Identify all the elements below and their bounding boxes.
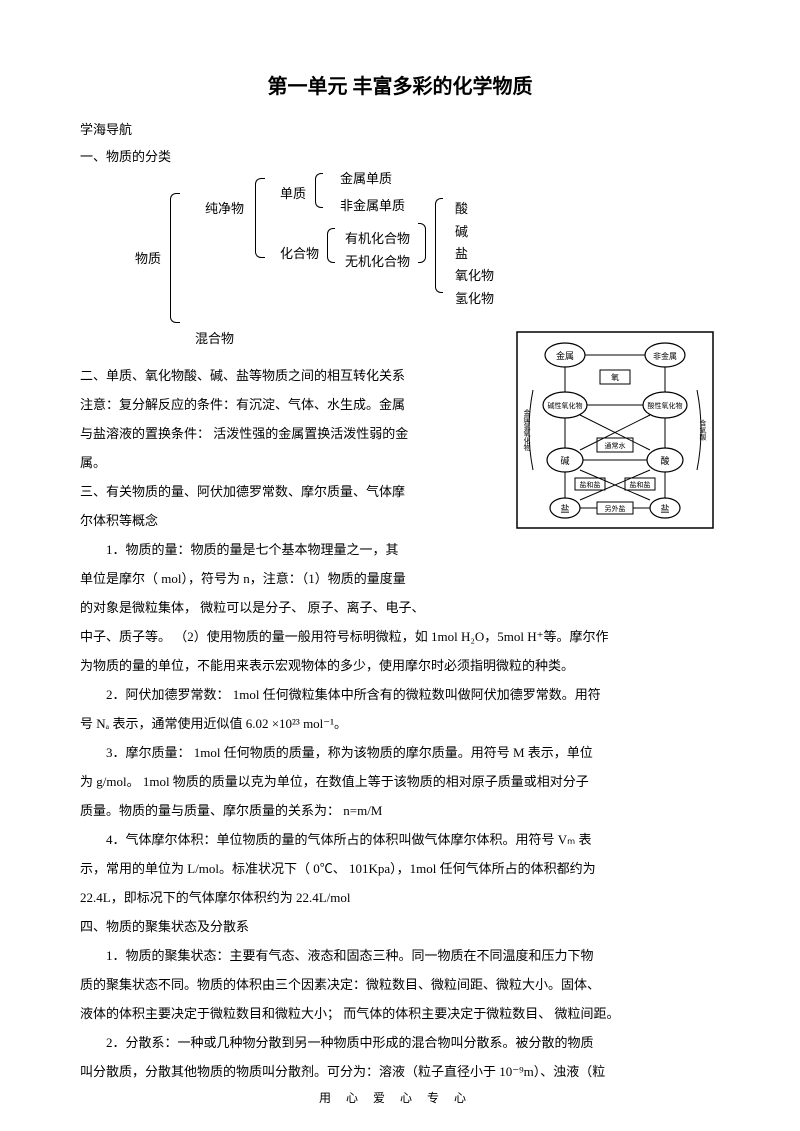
p3-3b: 为 g/mol。 1mol 物质的质量以克为单位，在数值上等于该物质的相对原子质… [80,769,720,795]
svg-text:碱: 碱 [560,456,569,466]
p3-1a: 1．物质的量：物质的量是七个基本物理量之一，其 [80,537,485,563]
svg-text:含氧酸: 含氧酸 [699,419,707,442]
svg-text:盐和盐: 盐和盐 [580,480,601,489]
svg-text:另外盐: 另外盐 [605,504,626,513]
p4-1a: 1．物质的聚集状态：主要有气态、液态和固态三种。同一物质在不同温度和压力下物 [80,943,720,969]
svg-text:氧: 氧 [611,372,619,382]
svg-text:酸性氧化物: 酸性氧化物 [648,401,683,410]
p2b: 与盐溶液的置换条件： 活泼性强的金属置换活泼性弱的金 [80,421,485,447]
section-4: 四、物质的聚集状态及分散系 [80,914,720,940]
p4-2a: 2．分散系：一种或几种物分散到另一种物质中形成的混合物叫分散系。被分散的物质 [80,1030,720,1056]
nav-label: 学海导航 [80,119,720,138]
tree-r1: 酸 [455,198,468,217]
svg-text:盐: 盐 [660,503,669,514]
p2a: 注意：复分解反应的条件：有沉淀、气体、水生成。金属 [80,392,485,418]
p4-2b: 叫分散质，分散其他物质的物质叫分散剂。可分为：溶液（粒子直径小于 10⁻⁹m）、… [80,1059,720,1085]
p3-1b: 单位是摩尔（ mol），符号为 n，注意：（1）物质的量度量 [80,566,485,592]
svg-text:金属: 金属 [556,350,574,361]
transformation-diagram: 金属 非金属 氧 碱性氧化物 酸性氧化物 通常水 碱 酸 盐和盐 盐和盐 盐 另… [515,330,715,530]
tree-l3a: 金属单质 [340,168,392,187]
p2c: 属。 [80,450,485,476]
p3-1c: 的对象是微粒集体， 微粒可以是分子、 原子、离子、电子、 [80,595,485,621]
p4-1c: 液体的体积主要决定于微粒数目和微粒大小； 而气体的体积主要决定于微粒数目、 微粒… [80,1001,720,1027]
tree-r5: 氢化物 [455,288,494,307]
tree-l2a: 单质 [280,183,306,202]
p3-4b: 示，常用的单位为 L/mol。标准状况下（ 0℃、 101Kpa），1mol 任… [80,856,720,882]
tree-l2b: 化合物 [280,243,319,262]
p3-4c: 22.4L，即标况下的气体摩尔体积约为 22.4L/mol [80,885,720,911]
p3-2b: 号 Nₐ 表示，通常使用近似值 6.02 ×10²³ mol⁻¹。 [80,711,720,737]
p3-1d: 中子、质子等。 （2）使用物质的量一般用符号标明微粒，如 1mol H₂O，5m… [80,624,720,650]
section-1-1: 一、物质的分类 [80,146,720,165]
classification-tree: 物质 纯净物 混合物 单质 化合物 金属单质 非金属单质 有机化合物 无机化合物… [80,173,720,348]
p3-4a: 4．气体摩尔体积：单位物质的量的气体所占的体积叫做气体摩尔体积。用符号 Vₘ 表 [80,827,720,853]
p3a: 尔体积等概念 [80,508,485,534]
tree-l3b: 非金属单质 [340,195,405,214]
page-footer: 用心爱心专心 [0,1089,800,1106]
svg-text:盐: 盐 [560,503,569,514]
p4-1b: 质的聚集状态不同。物质的体积由三个因素决定：微粒数目、微粒间距、微粒大小。固体、 [80,972,720,998]
svg-text:酸: 酸 [660,456,669,466]
p3-3a: 3．摩尔质量： 1mol 任何物质的质量，称为该物质的摩尔质量。用符号 M 表示… [80,740,720,766]
page-title: 第一单元 丰富多彩的化学物质 [80,70,720,99]
tree-l1b: 混合物 [195,328,234,347]
tree-l3c: 有机化合物 [345,228,410,247]
tree-root: 物质 [135,248,161,267]
tree-l1a: 纯净物 [205,198,244,217]
p3-3c: 质量。物质的量与质量、摩尔质量的关系为： n=m/M [80,798,720,824]
tree-r2: 碱 [455,221,468,240]
tree-l3d: 无机化合物 [345,251,410,270]
svg-text:盐和盐: 盐和盐 [630,480,651,489]
p3-1e: 为物质的量的单位，不能用来表示宏观物体的多少，使用摩尔时必须指明微粒的种类。 [80,653,720,679]
p3-2a: 2．阿伏加德罗常数： 1mol 任何微粒集体中所含有的微粒数叫做阿伏加德罗常数。… [80,682,720,708]
svg-text:通常水: 通常水 [605,441,626,450]
svg-text:碱性氧化物: 碱性氧化物 [548,401,583,410]
tree-r4: 氧化物 [455,265,494,284]
svg-text:非金属: 非金属 [653,351,677,361]
tree-r3: 盐 [455,243,468,262]
section-3: 三、有关物质的量、阿伏加德罗常数、摩尔质量、气体摩 [80,479,485,505]
